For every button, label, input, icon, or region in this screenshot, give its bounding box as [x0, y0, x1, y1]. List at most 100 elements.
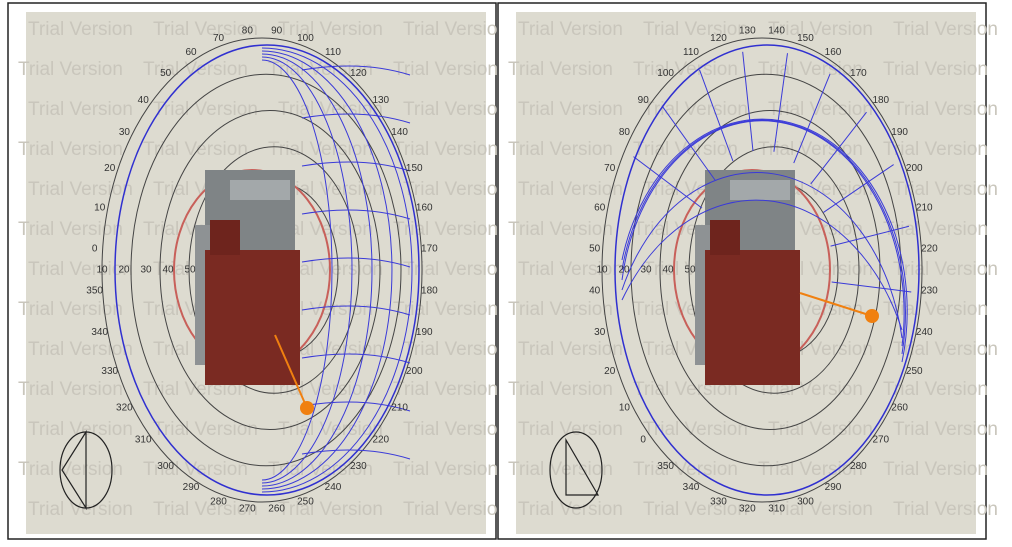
sun-path-grid [301, 209, 411, 220]
azimuth-label: 210 [391, 402, 408, 413]
watermark: Trial Version [893, 179, 998, 200]
watermark: Trial Version [18, 459, 123, 480]
watermark: Trial Version [28, 419, 133, 440]
panel: Trial Version Trial Version Trial Version T… [497, 2, 998, 540]
watermark: Trial Version [893, 99, 998, 120]
azimuth-label: 330 [710, 496, 727, 507]
altitude-label: 30 [640, 265, 652, 276]
altitude-ring [601, 37, 923, 503]
azimuth-label: 260 [268, 504, 285, 515]
azimuth-label: 290 [183, 482, 200, 493]
watermark: Trial Version [508, 459, 613, 480]
watermark: Trial Version [18, 379, 123, 400]
azimuth-label: 290 [825, 482, 842, 493]
watermark: Trial Version [893, 19, 998, 40]
sun-path-outer [114, 44, 420, 496]
sun-path-grid [793, 73, 831, 164]
watermark: Trial Version [883, 299, 988, 320]
azimuth-label: 40 [138, 95, 150, 106]
compass-needle [61, 429, 87, 511]
watermark: Trial Version [633, 59, 738, 80]
watermark: Trial Version [28, 19, 133, 40]
sun-path-grid [621, 118, 908, 363]
watermark: Trial Version [28, 499, 133, 520]
panel: Trial Version Trial Version Trial Version T… [7, 2, 508, 540]
watermark: Trial Version [518, 19, 623, 40]
watermark: Trial Version [758, 59, 863, 80]
azimuth-label: 100 [297, 33, 314, 44]
azimuth-label: 100 [657, 68, 674, 79]
azimuth-label: 110 [683, 47, 699, 58]
azimuth-label: 60 [185, 47, 197, 58]
watermark: Trial Version [883, 139, 988, 160]
altitude-ring [159, 110, 381, 430]
sun-path-grid [301, 353, 411, 364]
azimuth-label: 60 [594, 203, 606, 214]
watermark: Trial Version [518, 179, 623, 200]
azimuth-label: 20 [604, 366, 616, 377]
altitude-ring [688, 146, 860, 394]
azimuth-label: 260 [891, 402, 908, 413]
altitude-ring [101, 37, 423, 503]
watermark: Trial Version [768, 499, 873, 520]
azimuth-label: 210 [916, 203, 933, 214]
watermark: Trial Version [768, 419, 873, 440]
azimuth-label: 140 [391, 127, 408, 138]
watermark: Trial Version [518, 499, 623, 520]
building-front [710, 220, 740, 255]
azimuth-label: 120 [350, 68, 367, 79]
azimuth-label: 220 [921, 244, 938, 255]
sun-path-grid [633, 156, 703, 209]
watermark: Trial Version [508, 299, 613, 320]
azimuth-label: 200 [906, 163, 923, 174]
azimuth-label: 190 [416, 327, 433, 338]
sun-path-grid [699, 69, 734, 162]
sun-path-grid [621, 199, 903, 331]
azimuth-label: 80 [242, 26, 254, 37]
watermark: Trial Version [518, 259, 623, 280]
altitude-label: 20 [118, 265, 130, 276]
watermark: Trial Version [278, 419, 383, 440]
azimuth-label: 240 [916, 327, 933, 338]
azimuth-label: 270 [239, 504, 256, 515]
watermark: Trial Version [768, 19, 873, 40]
azimuth-label: 130 [739, 26, 756, 37]
azimuth-label: 110 [325, 47, 341, 58]
sun [865, 309, 879, 323]
watermark: Trial Version [278, 19, 383, 40]
altitude-label: 30 [140, 265, 152, 276]
watermark: Trial Version [153, 99, 258, 120]
watermark: Trial Version [883, 379, 988, 400]
altitude-label: 50 [184, 265, 196, 276]
sun-path-outer [614, 44, 920, 496]
watermark: Trial Version [28, 99, 133, 120]
sun-ray [274, 334, 308, 409]
altitude-ring [188, 146, 360, 394]
watermark: Trial Version [403, 179, 508, 200]
azimuth-label: 240 [325, 482, 342, 493]
azimuth-label: 300 [157, 461, 174, 472]
azimuth-label: 340 [91, 327, 108, 338]
azimuth-label: 230 [350, 461, 367, 472]
sun [300, 401, 314, 415]
sun-path-grid [823, 164, 894, 213]
sun-path-grid [831, 281, 912, 293]
watermark: Trial Version [153, 499, 258, 520]
watermark: Trial Version [508, 219, 613, 240]
altitude-label: 40 [662, 265, 674, 276]
watermark: Trial Version [278, 499, 383, 520]
azimuth-label: 50 [589, 244, 601, 255]
watermark: Trial Version [758, 139, 863, 160]
watermark: Trial Version [883, 219, 988, 240]
watermark: Trial Version [518, 419, 623, 440]
azimuth-label: 30 [594, 327, 606, 338]
building-front [210, 220, 240, 255]
sun-path-grid [301, 113, 411, 124]
altitude-label: 10 [596, 265, 608, 276]
watermark: Trial Version [403, 19, 508, 40]
sun-path-grid [301, 161, 411, 172]
watermark: Trial Version [268, 59, 373, 80]
watermark: Trial Version [768, 99, 873, 120]
watermark: Trial Version [893, 499, 998, 520]
